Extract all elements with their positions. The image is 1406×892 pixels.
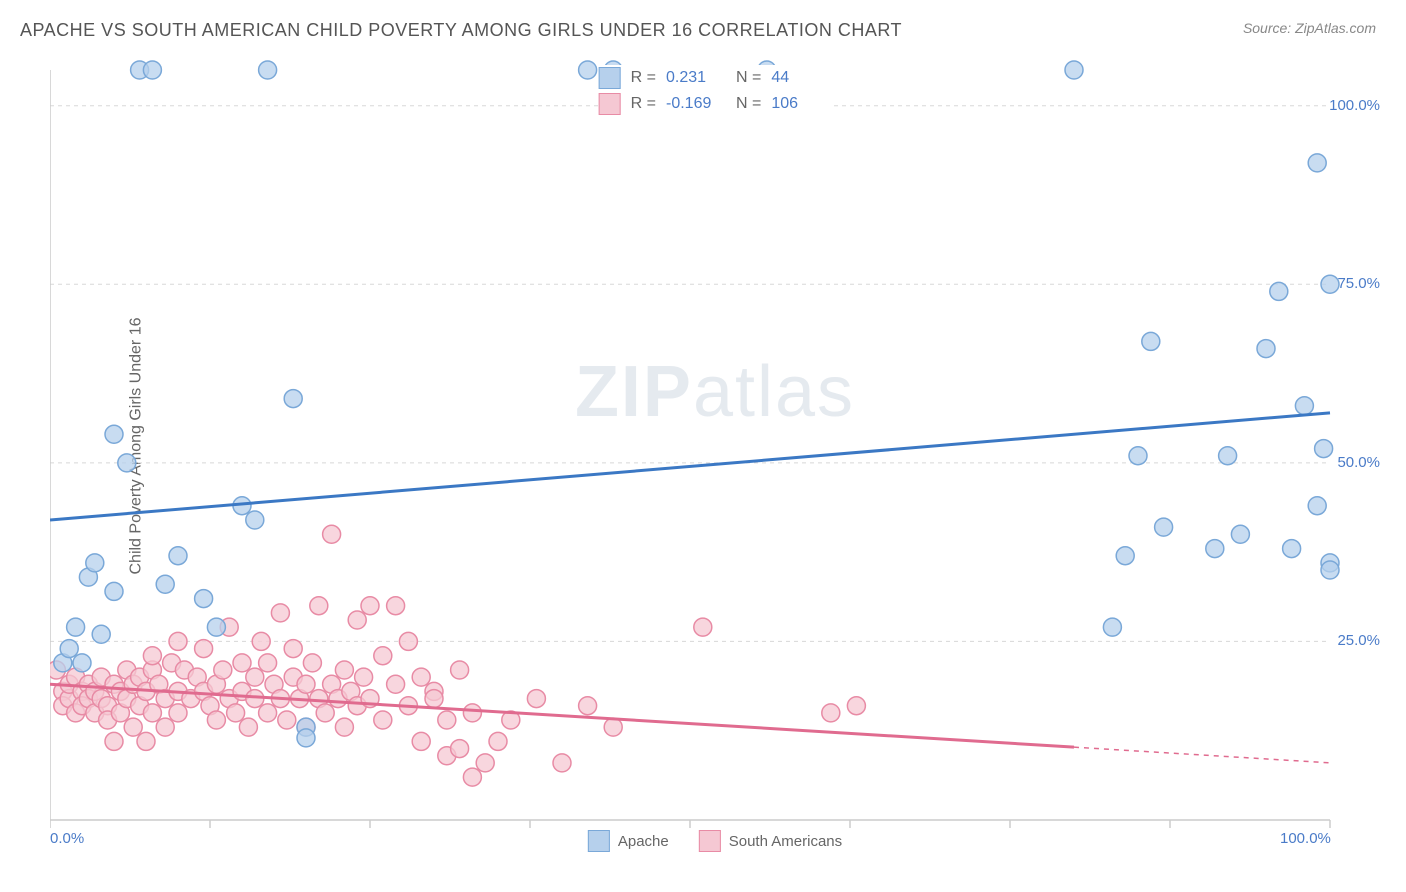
r-label: R =: [631, 95, 656, 113]
y-tick-label: 25.0%: [1337, 632, 1380, 649]
n-value-apache: 44: [771, 69, 831, 87]
legend-swatch-apache: [599, 67, 621, 89]
chart-header: APACHE VS SOUTH AMERICAN CHILD POVERTY A…: [0, 0, 1406, 51]
y-tick-label: 100.0%: [1329, 97, 1380, 114]
n-label: N =: [736, 69, 761, 87]
series-legend: Apache South Americans: [588, 830, 842, 852]
n-label: N =: [736, 95, 761, 113]
y-tick-label: 75.0%: [1337, 275, 1380, 292]
legend-swatch-apache: [588, 830, 610, 852]
legend-label-apache: Apache: [618, 833, 669, 850]
n-value-south-americans: 106: [771, 95, 831, 113]
legend-row-apache: R = 0.231 N = 44: [599, 65, 832, 91]
legend-swatch-south-americans: [599, 93, 621, 115]
legend-item-south-americans: South Americans: [699, 830, 842, 852]
chart-area: ZIPatlas R = 0.231 N = 44 R = -0.169 N =…: [50, 60, 1380, 850]
source-name: ZipAtlas.com: [1295, 20, 1376, 36]
legend-row-south-americans: R = -0.169 N = 106: [599, 91, 832, 117]
correlation-legend: R = 0.231 N = 44 R = -0.169 N = 106: [599, 65, 832, 117]
bottom-legend-wrap: Apache South Americans: [588, 830, 842, 852]
r-label: R =: [631, 69, 656, 87]
source-prefix: Source:: [1243, 20, 1295, 36]
legend-label-south-americans: South Americans: [729, 833, 842, 850]
x-tick-label: 100.0%: [1280, 830, 1331, 847]
source-attribution: Source: ZipAtlas.com: [1243, 20, 1376, 36]
r-value-south-americans: -0.169: [666, 95, 726, 113]
legend-item-apache: Apache: [588, 830, 669, 852]
legend-swatch-south-americans: [699, 830, 721, 852]
y-tick-label: 50.0%: [1337, 454, 1380, 471]
x-tick-label: 0.0%: [50, 830, 84, 847]
r-value-apache: 0.231: [666, 69, 726, 87]
chart-title: APACHE VS SOUTH AMERICAN CHILD POVERTY A…: [20, 20, 902, 41]
scatter-plot: [50, 60, 1380, 850]
